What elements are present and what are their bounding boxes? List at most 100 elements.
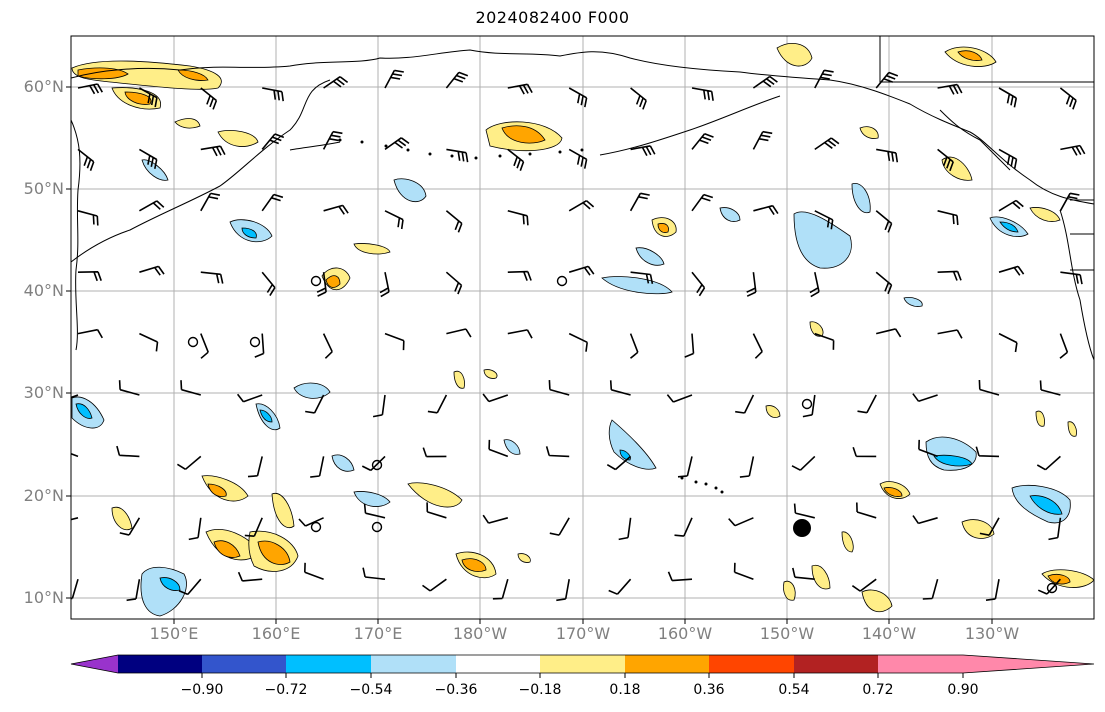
colorbar-segment <box>540 655 625 673</box>
colorbar-segment <box>202 655 286 673</box>
wind-barb <box>792 567 815 580</box>
wind-barb <box>446 148 469 163</box>
colorbar-segment <box>456 655 540 673</box>
lon-label: 150°W <box>759 624 815 643</box>
colorbar-tick-label: −0.90 <box>180 682 224 698</box>
center-marker <box>793 519 811 537</box>
wind-barb <box>298 517 324 527</box>
colorbar-tick-label: −0.54 <box>349 682 393 698</box>
wind-barb <box>852 447 877 458</box>
wind-barb <box>912 393 938 403</box>
lat-label: 20°N <box>23 486 64 505</box>
lon-label: 170°E <box>353 624 403 643</box>
wind-barb <box>77 148 95 171</box>
colorbar-tick-label: 0.36 <box>693 682 725 698</box>
wind-barb <box>548 380 570 396</box>
island-chain <box>338 138 724 494</box>
wind-barb <box>998 87 1018 108</box>
wind-barb <box>71 578 79 600</box>
map-title: 2024082400 F000 <box>475 8 630 27</box>
wind-barb <box>979 517 1000 536</box>
wind-barb <box>691 271 706 297</box>
wind-barb <box>876 148 899 163</box>
wind-barb <box>856 502 877 519</box>
lat-label: 30°N <box>23 383 64 402</box>
wind-barb <box>814 137 840 151</box>
wind-barb <box>482 514 509 524</box>
wind-barb <box>236 393 263 403</box>
wind-barb <box>507 83 533 95</box>
wind-barb <box>802 394 816 418</box>
wind-barb <box>363 503 386 519</box>
wind-barb <box>814 69 834 89</box>
wind-barb <box>323 204 349 215</box>
lat-label: 50°N <box>23 179 64 198</box>
wind-barb <box>507 148 525 171</box>
wind-barb <box>71 452 79 458</box>
coastlines <box>71 36 1094 361</box>
wind-barb <box>139 200 165 212</box>
wind-barb <box>261 133 285 150</box>
wind-barb <box>608 578 632 595</box>
colorbar <box>70 654 1095 678</box>
wind-barb <box>549 517 570 536</box>
wind-barb <box>735 394 755 414</box>
wind-barb <box>876 328 902 338</box>
colorbar-segment <box>371 655 456 673</box>
wind-barb <box>937 329 963 339</box>
lon-label: 160°E <box>251 624 301 643</box>
colorbar-tick-label: −0.18 <box>518 682 562 698</box>
wind-barb <box>445 271 463 295</box>
wind-barb <box>1060 271 1083 285</box>
colorbar-tick-label: 0.72 <box>862 682 894 698</box>
map-content <box>71 36 1094 619</box>
wind-barb <box>200 271 224 284</box>
wind-barb <box>180 380 202 396</box>
wind-barb <box>200 145 226 157</box>
wind-barb <box>507 270 532 281</box>
calm-wind-markers <box>187 275 1058 594</box>
wind-barb <box>733 562 754 580</box>
wind-barb <box>1059 87 1077 110</box>
wind-barb <box>691 133 714 150</box>
wind-barb <box>200 87 218 110</box>
wind-barb <box>922 578 939 600</box>
wind-barb <box>237 571 263 582</box>
wind-barb <box>998 265 1025 276</box>
wind-barb <box>176 455 202 470</box>
colorbar-under-arrow <box>71 655 118 673</box>
wind-barb <box>618 517 632 541</box>
wind-barb <box>1059 333 1069 359</box>
colorbar-over-arrow <box>963 655 1094 673</box>
wind-barb <box>667 571 693 582</box>
wind-barb <box>262 87 284 102</box>
wind-barb <box>322 130 343 150</box>
wind-barb <box>752 75 778 89</box>
wind-barb <box>77 83 103 95</box>
wind-barb <box>139 265 165 276</box>
wind-barb <box>609 380 631 396</box>
wind-barb <box>937 210 959 226</box>
wind-barb <box>200 192 221 212</box>
wind-barb <box>1060 144 1086 156</box>
lon-label: 150°E <box>149 624 199 643</box>
colorbar-segment <box>709 655 794 673</box>
wind-barb <box>116 445 140 458</box>
wind-barb <box>482 393 509 403</box>
wind-barb <box>118 380 140 396</box>
wind-barb <box>492 578 509 600</box>
wind-barb <box>545 446 570 458</box>
wind-barb <box>247 456 263 478</box>
lat-label: 10°N <box>23 588 64 607</box>
wind-barb <box>998 148 1018 169</box>
wind-barb <box>427 394 448 414</box>
wind-barb <box>851 578 877 592</box>
wind-barb <box>568 200 595 212</box>
wind-barb <box>912 515 938 525</box>
wind-barb <box>677 456 693 478</box>
wind-barb <box>372 394 386 418</box>
wind-barb <box>445 210 463 233</box>
wind-barb <box>814 210 834 230</box>
wind-barb <box>630 145 656 156</box>
wind-barb <box>978 379 1000 396</box>
